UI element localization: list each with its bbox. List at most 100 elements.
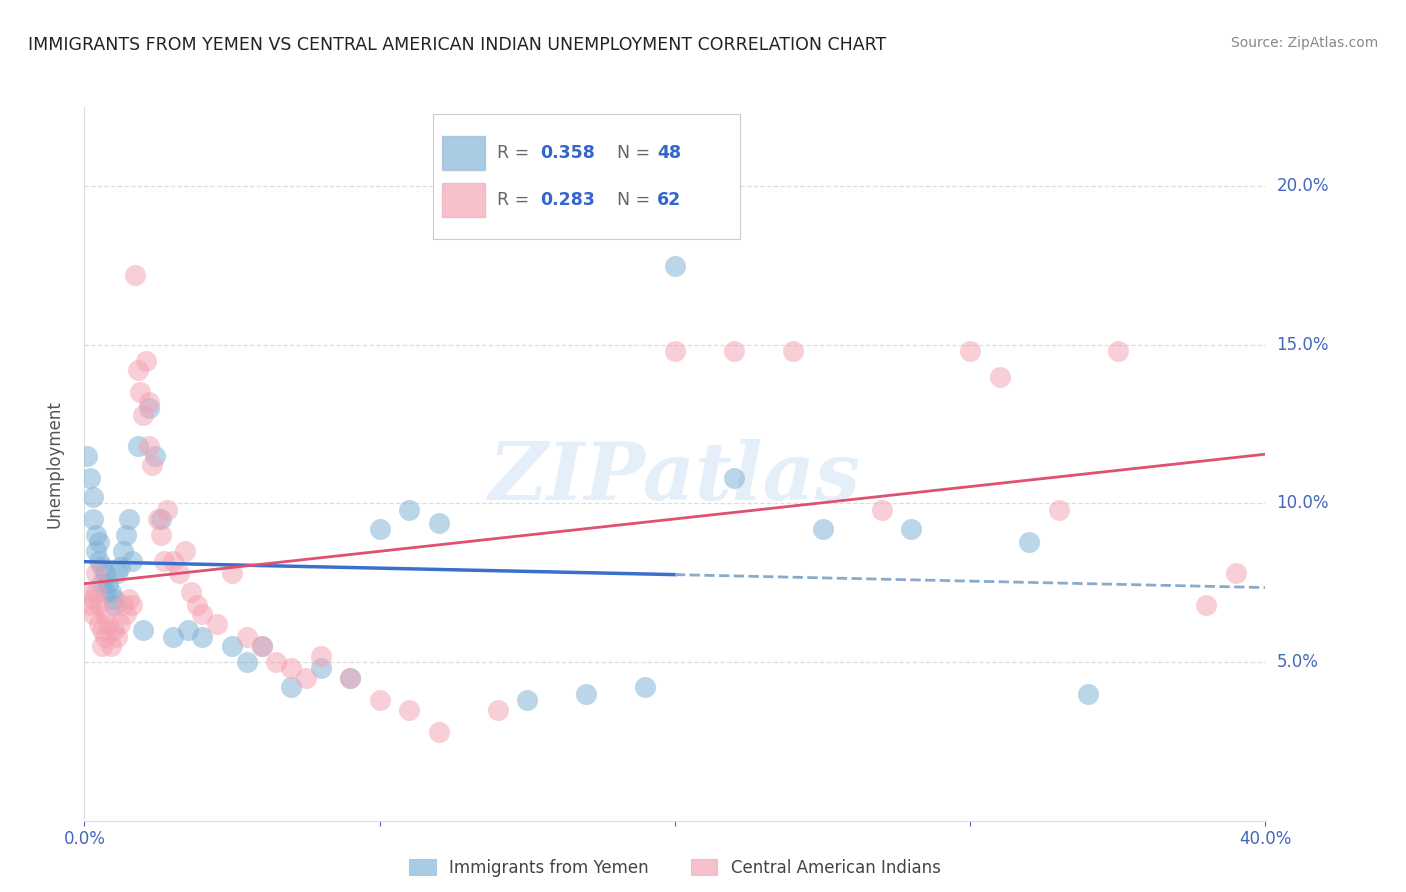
Point [132,408,155,422]
Point [79,598,101,612]
Point [264,655,288,669]
Point [91,560,114,574]
Point [138,401,160,416]
Point [309,648,332,663]
Point [141,458,163,473]
Point [84,528,107,542]
Point [153,553,176,567]
Point [575,687,598,701]
Point [100,639,122,653]
Point [486,703,509,717]
Point [664,344,686,359]
Point [94,585,117,599]
Point [309,661,332,675]
Point [173,544,195,558]
Point [634,681,657,695]
Point [114,528,136,542]
Point [1018,534,1040,549]
Point [162,553,184,567]
Point [191,607,214,622]
Point [111,544,134,558]
Point [82,607,104,622]
Point [121,598,143,612]
Point [427,724,450,739]
Point [118,512,141,526]
Point [105,566,128,581]
Point [87,553,111,567]
Point [82,490,104,504]
Point [129,385,152,400]
Point [100,585,122,599]
Point [138,395,160,409]
Point [84,585,107,599]
Point [186,598,208,612]
Point [339,671,361,685]
Y-axis label: Unemployment: Unemployment [45,400,63,528]
Text: ZIPatlas: ZIPatlas [489,440,860,516]
Point [91,575,114,590]
Point [205,617,228,632]
Point [143,449,166,463]
Point [82,512,104,526]
Point [988,369,1011,384]
Point [191,630,214,644]
Point [427,516,450,530]
Point [398,703,420,717]
Point [84,566,107,581]
Point [167,566,190,581]
Point [870,503,893,517]
Point [132,624,155,638]
Point [398,503,420,517]
Point [148,512,170,526]
Point [124,268,146,282]
Point [235,630,259,644]
Text: 20.0%: 20.0% [1277,178,1329,195]
Point [516,693,538,707]
Point [103,591,125,606]
Point [97,575,120,590]
Point [280,661,302,675]
Point [108,560,131,574]
Point [127,363,149,377]
Point [1077,687,1099,701]
Point [105,630,128,644]
Point [97,617,120,632]
Point [1225,566,1247,581]
Point [250,639,273,653]
Point [782,344,804,359]
Point [127,439,149,453]
Point [138,439,160,453]
Point [91,639,114,653]
Text: 15.0%: 15.0% [1277,336,1329,354]
Point [103,624,125,638]
Point [250,639,273,653]
Text: 10.0%: 10.0% [1277,494,1329,513]
Point [87,617,111,632]
Point [221,639,243,653]
Point [1195,598,1218,612]
Point [235,655,259,669]
Point [118,591,141,606]
Legend: Immigrants from Yemen, Central American Indians: Immigrants from Yemen, Central American … [402,853,948,884]
Point [91,624,114,638]
Point [150,512,173,526]
Point [84,544,107,558]
Point [162,630,184,644]
Point [280,681,302,695]
Point [82,591,104,606]
Point [339,671,361,685]
Point [1047,503,1070,517]
Text: 5.0%: 5.0% [1277,653,1319,671]
Point [108,617,131,632]
Point [111,598,134,612]
Point [177,624,200,638]
Point [900,522,922,536]
Point [156,503,179,517]
Point [295,671,318,685]
Point [94,630,117,644]
Point [94,566,117,581]
Point [368,693,391,707]
Point [664,259,686,273]
Point [76,449,98,463]
Point [1107,344,1129,359]
